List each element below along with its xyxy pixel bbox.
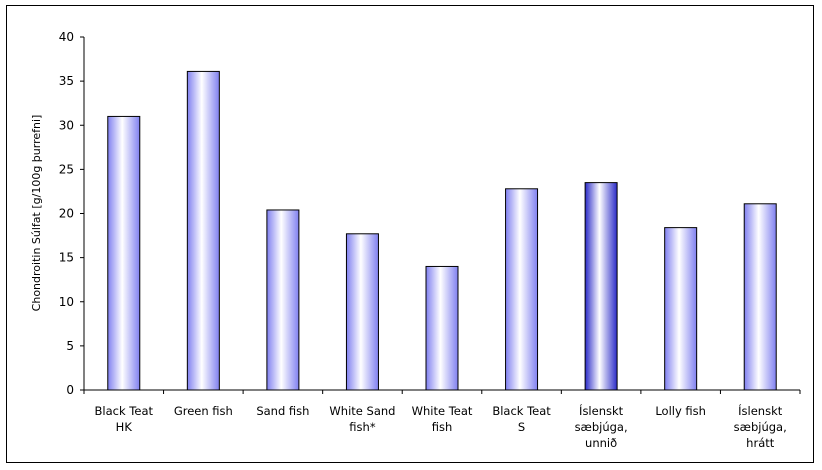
bar: [187, 71, 219, 390]
x-category-label: Black Teat HK: [95, 404, 154, 434]
x-category-label: Green fish: [174, 404, 233, 418]
bars-group: [108, 71, 776, 390]
labels-group: Black Teat HK Green fish Sand fish White San…: [95, 403, 787, 450]
x-category-label: Sand fish: [256, 404, 309, 418]
y-tick-label: 20: [59, 207, 74, 221]
x-category-label: White Teat fish: [412, 404, 473, 434]
bar: [426, 266, 458, 390]
x-category-label: White Sand fish*: [329, 404, 395, 434]
y-tick-label: 5: [66, 339, 74, 353]
y-tick-label: 0: [66, 383, 74, 397]
y-tick-label: 30: [59, 118, 74, 132]
bar: [665, 228, 697, 390]
bar: [585, 183, 617, 390]
x-category-label: Lolly fish: [655, 404, 706, 418]
x-category-label: Íslenskt sæbjúga, unnið: [575, 403, 628, 450]
y-tick-label: 35: [59, 74, 74, 88]
y-tick-label: 25: [59, 162, 74, 176]
bar: [744, 204, 776, 390]
y-tick-label: 15: [59, 251, 74, 265]
x-category-label: Íslenskt sæbjúga, hrátt: [734, 403, 787, 450]
bar: [108, 116, 140, 390]
bar: [267, 210, 299, 390]
y-axis-label: Chondroitin Súlfat [g/100g þurrefni]: [30, 115, 43, 312]
y-tick-label: 40: [59, 30, 74, 44]
x-category-label: Black Teat S: [492, 404, 551, 434]
y-tick-label: 10: [59, 295, 74, 309]
bar: [346, 234, 378, 390]
bar: [506, 189, 538, 390]
